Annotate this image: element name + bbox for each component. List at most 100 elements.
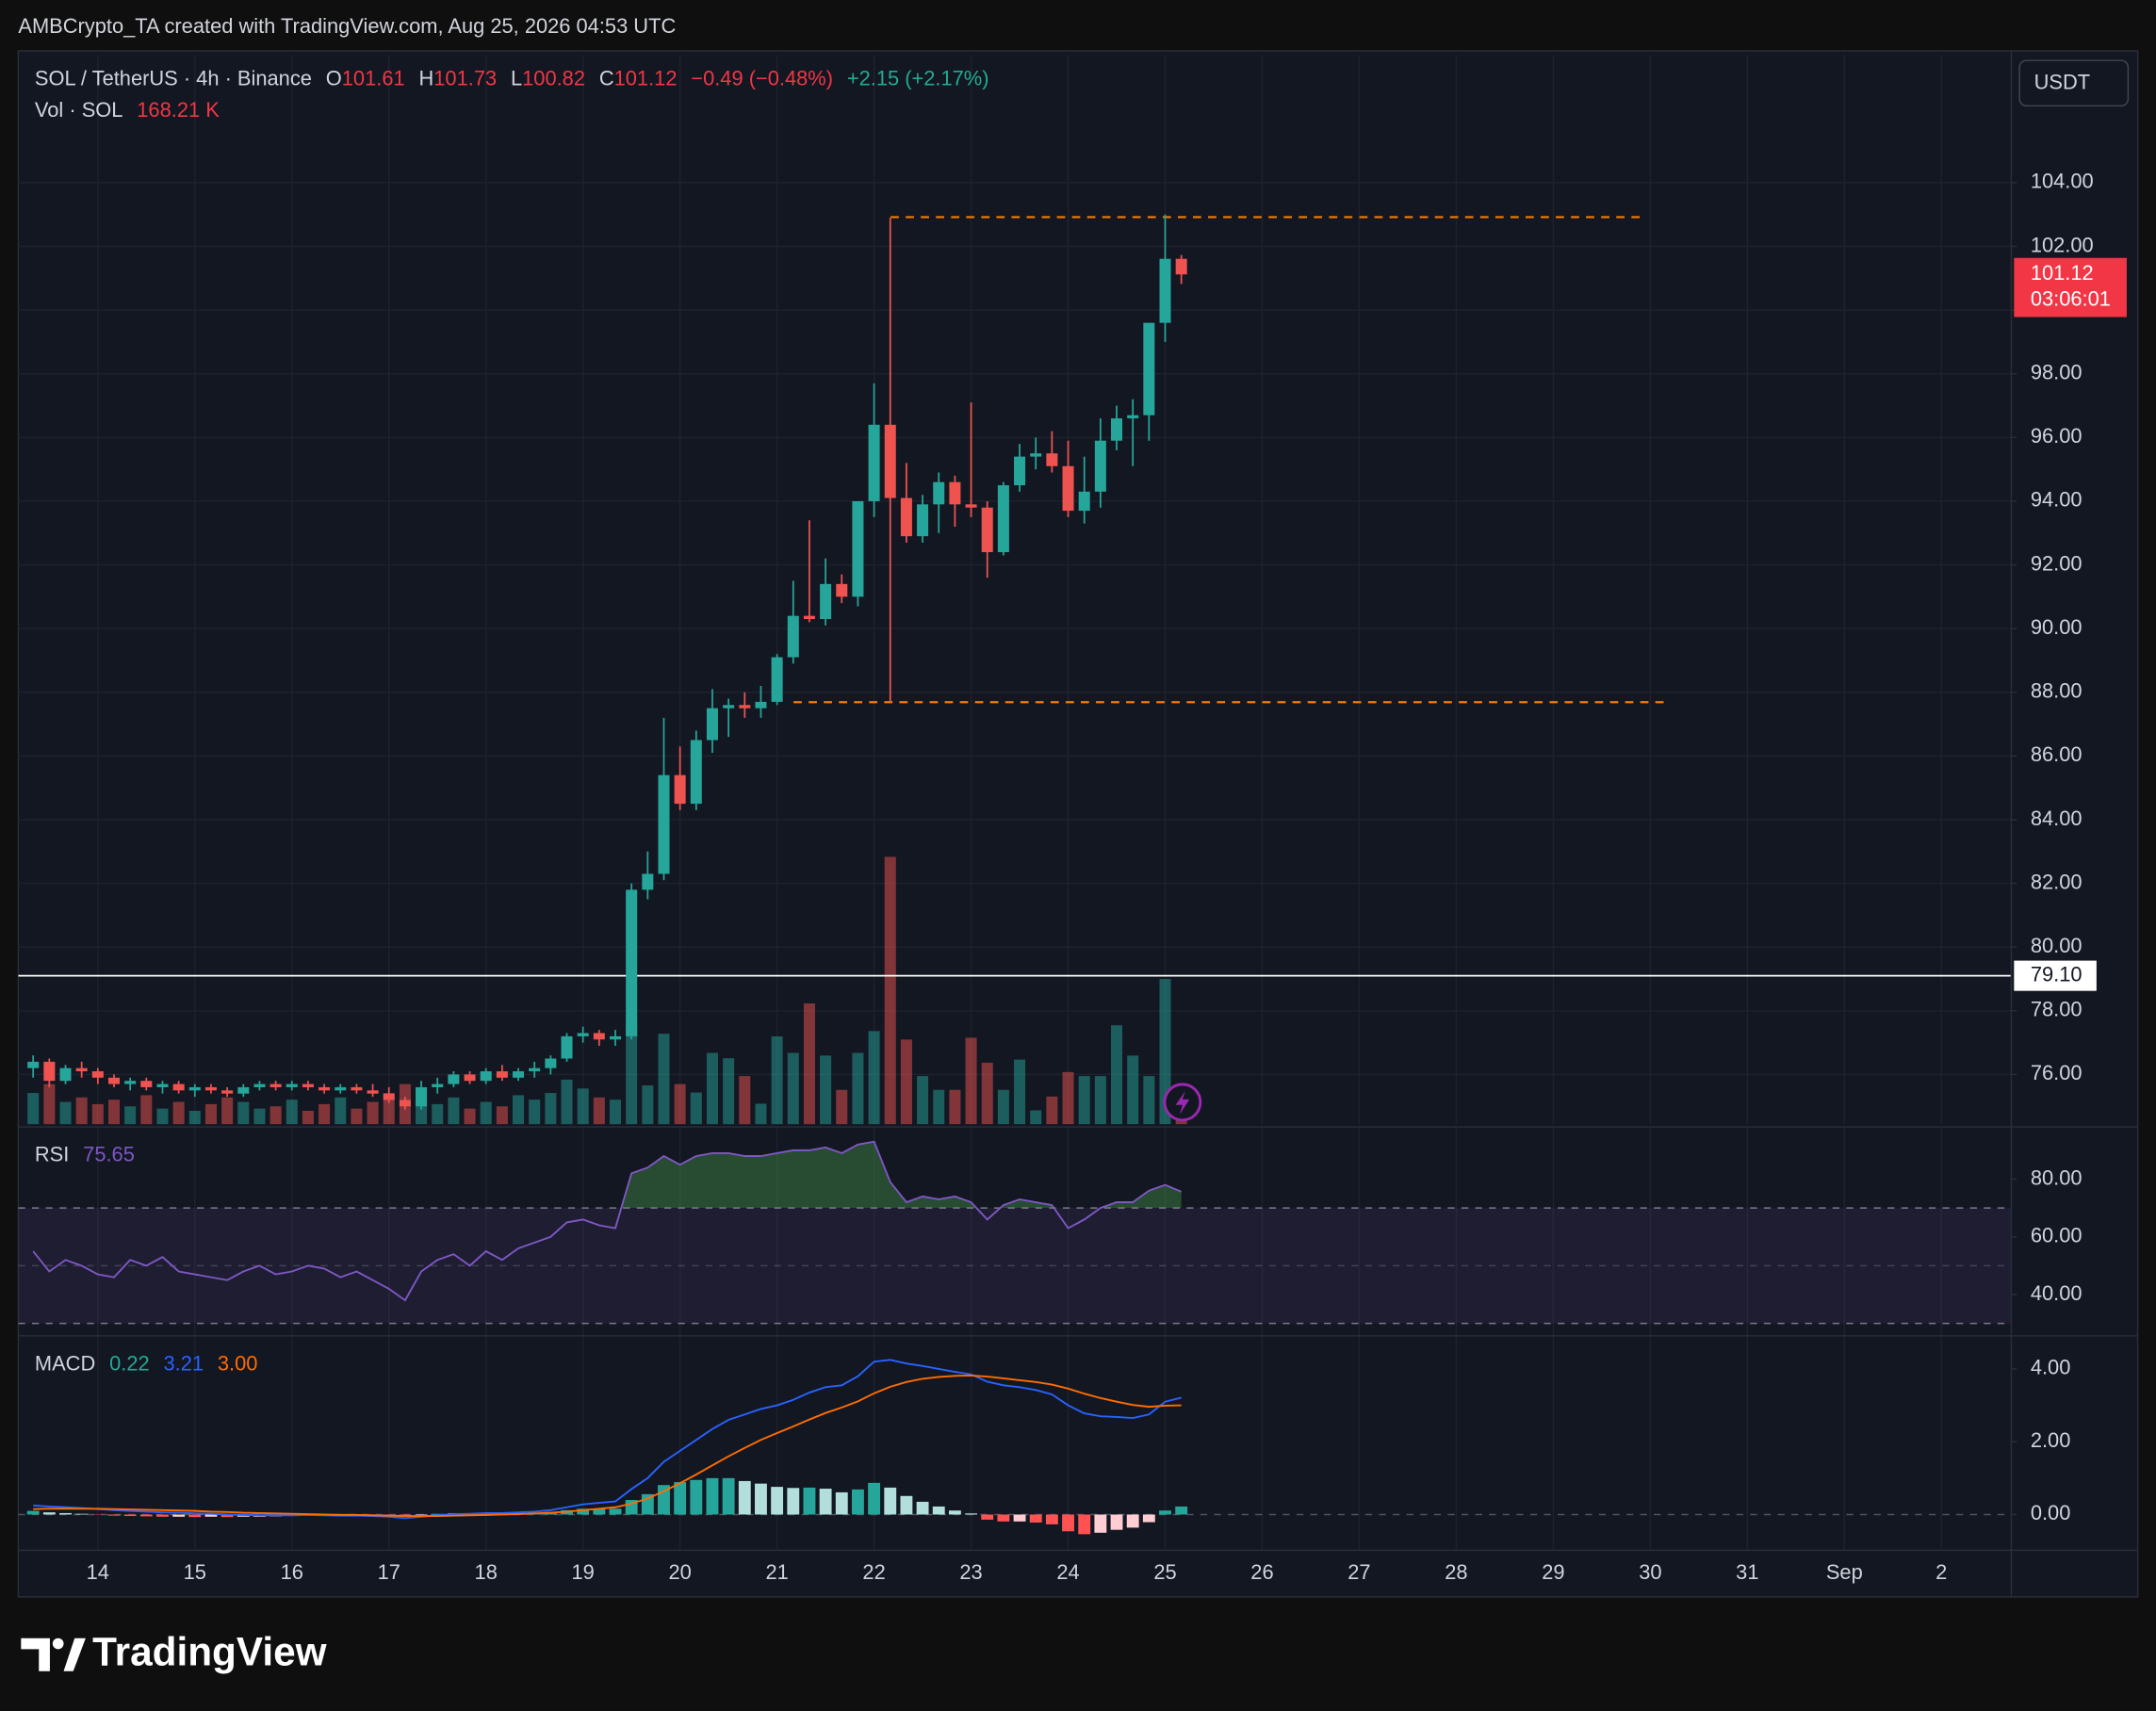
- rsi-value: 75.65: [83, 1142, 135, 1165]
- histogram-bar: [1045, 1514, 1058, 1524]
- histogram-bar: [1110, 1514, 1123, 1530]
- candle-body: [43, 1061, 56, 1082]
- change-day: +2.15 (+2.17%): [847, 66, 989, 90]
- ohlc-value: 101.12: [614, 66, 678, 90]
- candle-body: [1143, 322, 1155, 416]
- candle-body: [787, 615, 799, 658]
- histogram-bar: [188, 1514, 202, 1518]
- histogram-bar: [868, 1482, 881, 1515]
- volume-bar: [1046, 1096, 1058, 1125]
- volume-title: Vol · SOL: [35, 98, 123, 122]
- histogram-bar: [1142, 1514, 1155, 1523]
- volume-bar: [529, 1100, 541, 1125]
- volume-bar: [593, 1097, 605, 1125]
- volume-bar: [739, 1076, 751, 1125]
- y-tick-label: 94.00: [2031, 488, 2082, 512]
- volume-bar: [432, 1103, 444, 1125]
- currency-button[interactable]: [2018, 59, 2130, 107]
- x-tick-label: 27: [1348, 1560, 1370, 1584]
- volume-bar: [188, 1110, 201, 1125]
- candle-body: [755, 701, 767, 709]
- x-tick-label: 23: [959, 1560, 982, 1584]
- x-tick-label: 16: [281, 1560, 303, 1584]
- volume-bar: [480, 1101, 492, 1125]
- volume-bar: [59, 1101, 72, 1125]
- candle-body: [868, 424, 880, 501]
- volume-bar: [318, 1103, 331, 1125]
- histogram-bar: [690, 1479, 703, 1515]
- volume-bar: [981, 1062, 993, 1125]
- volume-bar: [933, 1089, 945, 1125]
- histogram-bar: [997, 1514, 1010, 1522]
- histogram-bar: [948, 1510, 961, 1515]
- y-tick-label: 2.00: [2031, 1428, 2071, 1452]
- y-tick-label: 80.00: [2031, 1165, 2082, 1189]
- volume-bar: [448, 1097, 460, 1125]
- histogram-bar: [107, 1514, 121, 1516]
- y-tick-label: 80.00: [2031, 934, 2082, 957]
- histogram-bar: [706, 1477, 719, 1515]
- volume-bar: [609, 1100, 622, 1125]
- candle-body: [1062, 465, 1074, 512]
- brand: TradingView: [92, 1629, 326, 1673]
- volume-bar: [1159, 979, 1171, 1125]
- y-tick-label: 86.00: [2031, 742, 2082, 766]
- logo-shape: [63, 1638, 86, 1671]
- candle-body: [91, 1071, 104, 1078]
- histogram-bar: [755, 1483, 767, 1515]
- histogram-bar: [674, 1482, 687, 1515]
- candle-body: [1078, 491, 1090, 512]
- volume-bar: [43, 1084, 56, 1125]
- volume-bar: [723, 1058, 735, 1125]
- volume-bar: [1143, 1076, 1155, 1125]
- volume-bar: [577, 1088, 589, 1125]
- candle-body: [399, 1100, 411, 1107]
- candle-body: [416, 1086, 428, 1107]
- macd-hist-value: 0.22: [109, 1351, 150, 1375]
- histogram-bar: [965, 1513, 978, 1515]
- volume-bar: [852, 1052, 864, 1125]
- histogram-bar: [139, 1514, 153, 1517]
- candle-body: [981, 507, 993, 553]
- candle-body: [513, 1071, 525, 1078]
- volume-bar: [949, 1089, 961, 1125]
- logo-shape: [21, 1638, 50, 1671]
- histogram-bar: [1078, 1514, 1091, 1535]
- volume-bar: [997, 1089, 1009, 1125]
- x-tick-label: 18: [475, 1560, 498, 1584]
- y-tick-label: 104.00: [2031, 170, 2094, 193]
- volume-bar: [124, 1106, 137, 1125]
- y-tick-label: 102.00: [2031, 233, 2094, 256]
- candle-body: [270, 1084, 282, 1087]
- y-tick-label: 96.00: [2031, 424, 2082, 448]
- volume-bar: [302, 1110, 314, 1125]
- volume-bar: [900, 1039, 912, 1125]
- volume-bar: [91, 1103, 104, 1125]
- volume-bar: [1062, 1071, 1074, 1125]
- y-tick-label: 0.00: [2031, 1501, 2071, 1524]
- candle-body: [351, 1086, 363, 1091]
- candle-body: [480, 1071, 492, 1082]
- histogram-bar: [59, 1512, 72, 1515]
- hline-tag-label: 79.10: [2031, 962, 2082, 986]
- histogram-bar: [26, 1510, 40, 1515]
- candle-body: [335, 1086, 347, 1091]
- histogram-bar: [900, 1495, 913, 1515]
- candle-body: [658, 774, 670, 874]
- volume-bar: [367, 1101, 379, 1125]
- histogram-bar: [851, 1489, 864, 1515]
- histogram-bar: [787, 1488, 800, 1515]
- volume-bar: [771, 1036, 783, 1125]
- candle-body: [884, 424, 896, 498]
- y-tick-label: 4.00: [2031, 1356, 2071, 1379]
- x-tick-label: 25: [1153, 1560, 1176, 1584]
- volume-bar: [755, 1103, 767, 1125]
- currency-label[interactable]: USDT: [2034, 71, 2091, 94]
- histogram-bar: [722, 1477, 735, 1515]
- candle-body: [577, 1033, 589, 1036]
- histogram-bar: [593, 1508, 606, 1515]
- candle-body: [27, 1061, 40, 1068]
- candle-body: [318, 1086, 331, 1091]
- candle-body: [1175, 258, 1187, 275]
